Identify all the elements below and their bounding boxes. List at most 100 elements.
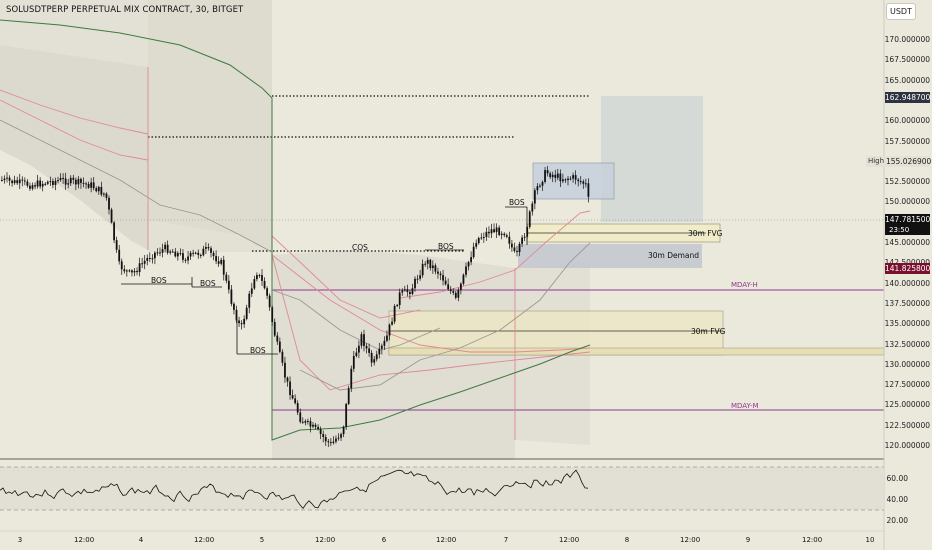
candle-body: [263, 280, 266, 289]
candle-body: [182, 253, 184, 260]
candle-body: [536, 186, 539, 191]
candle-body: [284, 362, 286, 378]
candle-body: [406, 289, 409, 292]
candle-body: [189, 252, 192, 257]
time-tick: 9: [745, 536, 751, 544]
candle-body: [227, 280, 230, 290]
candle-body: [8, 177, 11, 181]
candle-body: [18, 179, 21, 184]
candle-body: [574, 175, 577, 180]
candle-body: [26, 181, 29, 186]
candle-body: [480, 237, 483, 239]
candle-body: [434, 265, 437, 272]
candle-body: [197, 252, 200, 255]
candle-body: [202, 248, 205, 256]
candle-body: [235, 309, 238, 321]
candle-body: [207, 247, 210, 249]
candle-body: [54, 180, 57, 185]
candle-body: [582, 181, 585, 184]
fvg-lower-label: 30m FVG: [691, 327, 726, 336]
candle-body: [500, 233, 503, 235]
session-divider-zone: [148, 0, 272, 252]
time-tick: 4: [138, 536, 144, 544]
candle-body: [138, 263, 141, 273]
candle-body: [36, 180, 39, 187]
candle-body: [23, 180, 26, 182]
candle-body: [194, 252, 197, 254]
candle-body: [161, 249, 164, 253]
price-tick: 132.500000: [884, 339, 930, 349]
candle-body: [579, 181, 582, 183]
candle-body: [503, 233, 506, 236]
candle-body: [133, 270, 136, 273]
candle-body: [523, 236, 526, 238]
mday-m-label: MDAY-M: [731, 402, 759, 410]
candle-body: [393, 306, 396, 322]
candle-body: [577, 179, 580, 182]
candle-body: [421, 263, 424, 276]
rsi-line: [0, 469, 589, 510]
last-price-badge: 147.781500: [885, 214, 931, 225]
candle-body: [559, 173, 562, 182]
candle-body: [373, 359, 376, 363]
candle-body: [164, 244, 166, 250]
candle-body: [46, 181, 49, 184]
time-tick: 12:00: [436, 536, 457, 544]
candle-body: [304, 420, 307, 423]
candle-body: [39, 180, 42, 187]
candle-body: [31, 185, 34, 189]
candle-body: [350, 368, 353, 389]
candle-body: [266, 288, 268, 296]
candle-body: [113, 222, 115, 241]
candle-body: [59, 177, 62, 181]
candle-body: [100, 186, 103, 195]
candle-body: [120, 261, 123, 270]
range-band-left: [0, 0, 272, 250]
high-badge-value: 155.026900: [886, 156, 932, 167]
candle-body: [569, 178, 572, 180]
candle-body: [398, 292, 401, 306]
candle-body: [307, 420, 309, 422]
candle-body: [498, 227, 501, 235]
candle-body: [546, 170, 549, 174]
candle-body: [447, 284, 450, 290]
candle-body: [276, 335, 279, 342]
candle-body: [205, 247, 207, 249]
candle-body: [6, 177, 8, 179]
candle-body: [245, 307, 248, 319]
candle-body: [403, 289, 406, 291]
candle-body: [179, 253, 182, 255]
oscillator-tick: 60.00: [886, 474, 908, 483]
candle-body: [477, 237, 480, 244]
bos-label: BOS: [200, 279, 216, 288]
candle-body: [230, 289, 233, 304]
candle-body: [174, 251, 177, 257]
candle-body: [352, 355, 355, 369]
candle-body: [256, 275, 258, 280]
candle-body: [57, 180, 59, 182]
candle-body: [314, 424, 317, 427]
candle-body: [118, 249, 121, 262]
candle-body: [146, 257, 149, 261]
ema-green: [0, 19, 591, 441]
candle-body: [485, 231, 488, 238]
candle-body: [250, 288, 253, 294]
candle-body: [159, 252, 161, 254]
candle-body: [549, 173, 552, 178]
candle-body: [212, 252, 215, 257]
candle-body: [505, 235, 508, 237]
mday-h-label: MDAY-H: [731, 281, 758, 289]
time-tick: 12:00: [315, 536, 336, 544]
price-tick: 145.000000: [884, 238, 930, 247]
candle-body: [92, 182, 95, 189]
candle-body: [1, 180, 3, 181]
currency-select[interactable]: USDT: [886, 3, 916, 20]
candle-body: [253, 279, 256, 289]
candle-body: [531, 203, 534, 212]
candle-body: [439, 273, 442, 276]
candle-body: [74, 179, 77, 185]
price-tick: 167.500000: [884, 55, 930, 65]
candle-body: [444, 280, 447, 285]
candle-body: [567, 178, 569, 181]
